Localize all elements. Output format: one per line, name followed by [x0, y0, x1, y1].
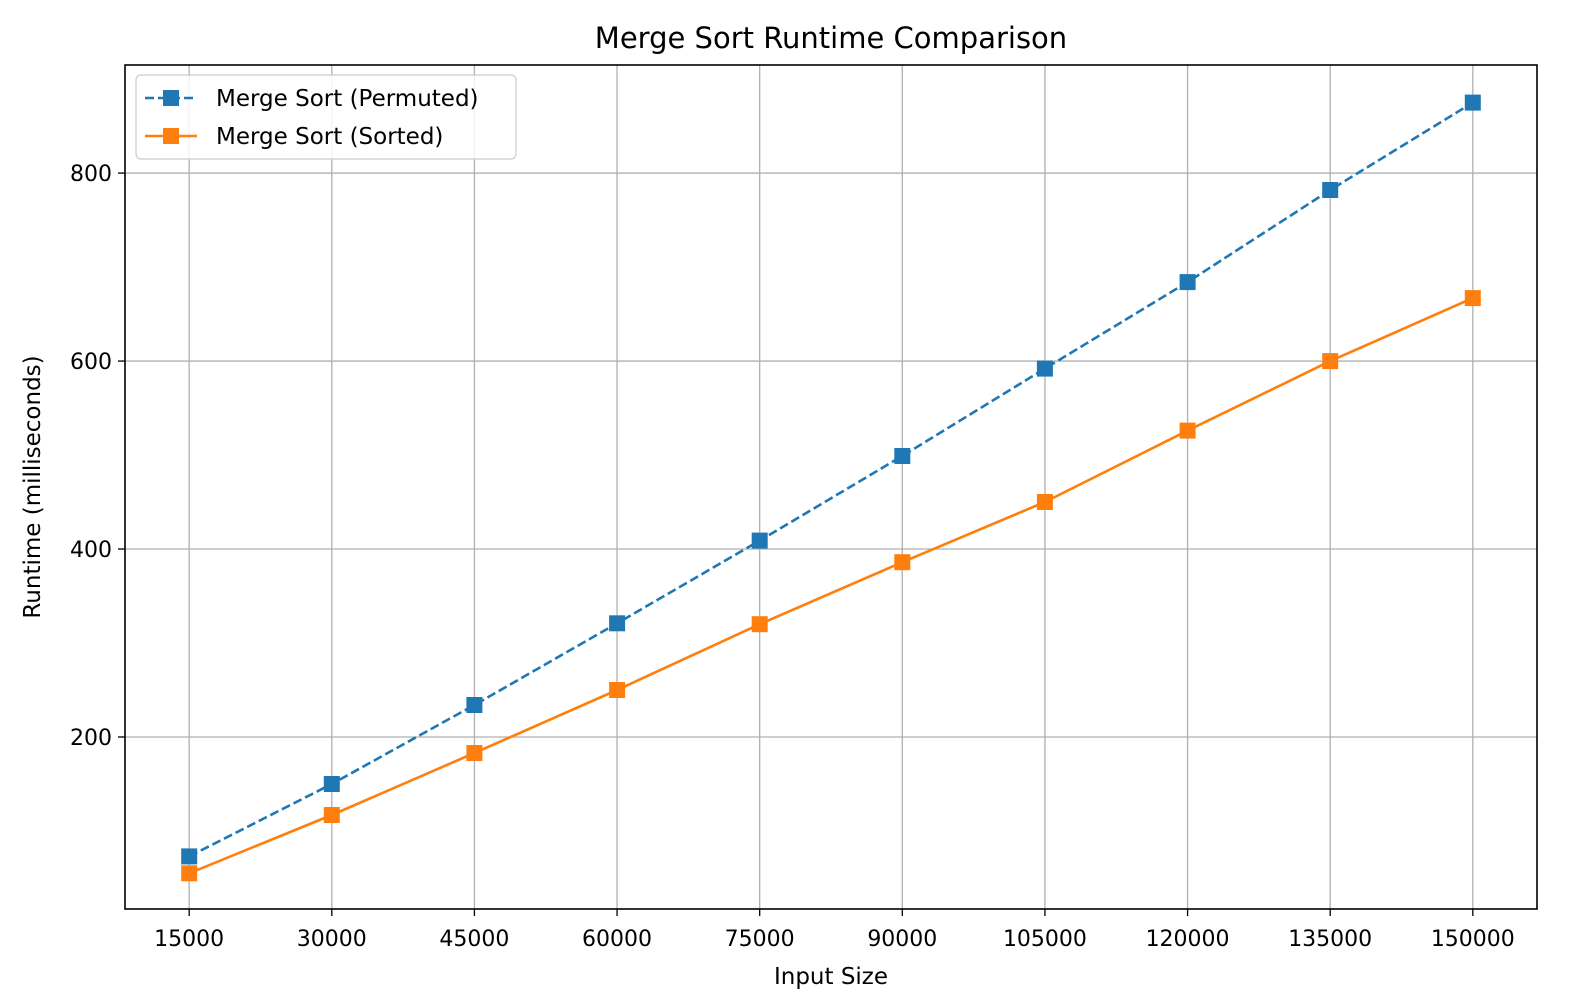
chart-title: Merge Sort Runtime Comparison	[595, 21, 1067, 55]
data-point-merge-sort-sorted	[466, 745, 483, 761]
x-tick-label: 60000	[582, 927, 652, 952]
data-point-merge-sort-permuted	[751, 532, 768, 549]
data-point-merge-sort-permuted	[894, 448, 911, 464]
data-point-merge-sort-sorted	[181, 865, 198, 882]
x-tick-label: 75000	[725, 927, 795, 952]
series-group	[181, 94, 1481, 882]
data-point-merge-sort-sorted	[751, 616, 768, 633]
x-tick-label: 135000	[1288, 927, 1372, 952]
y-tick-label: 800	[70, 162, 112, 187]
data-point-merge-sort-sorted	[1464, 290, 1481, 307]
data-point-merge-sort-permuted	[323, 776, 340, 792]
legend-box	[135, 74, 517, 160]
data-point-merge-sort-sorted	[894, 554, 911, 571]
series-line-merge-sort-sorted	[188, 296, 1474, 875]
x-axis-label: Input Size	[774, 964, 888, 990]
data-point-merge-sort-sorted	[1322, 353, 1339, 370]
data-point-merge-sort-permuted	[181, 848, 198, 865]
x-tick-label: 15000	[154, 927, 224, 952]
y-tick-label: 200	[70, 726, 112, 751]
data-point-merge-sort-permuted	[1464, 94, 1481, 111]
x-axis-ticks: 15000 30000 45000 60000 75000 90000 105000 1200…	[154, 909, 1515, 952]
x-tick-label: 120000	[1146, 927, 1230, 952]
data-point-merge-sort-sorted	[1179, 422, 1196, 439]
x-tick-label: 30000	[297, 927, 367, 952]
data-point-merge-sort-permuted	[1322, 182, 1339, 198]
data-point-merge-sort-permuted	[1036, 360, 1053, 377]
x-tick-label: 45000	[439, 927, 509, 952]
legend-swatch-sorted-marker	[163, 128, 179, 144]
data-point-merge-sort-permuted	[609, 615, 626, 632]
legend-label-permuted: Merge Sort (Permuted)	[216, 86, 479, 112]
data-point-merge-sort-sorted	[323, 807, 340, 823]
x-tick-label: 150000	[1431, 927, 1515, 952]
data-point-merge-sort-sorted	[1036, 494, 1053, 510]
plot-area-frame	[124, 64, 1538, 910]
data-point-merge-sort-sorted	[609, 682, 626, 698]
y-axis-ticks: 200 400 600 800	[70, 162, 125, 751]
y-axis-label: Runtime (milliseconds)	[20, 355, 46, 618]
legend-swatch-permuted-marker	[163, 90, 179, 106]
data-point-merge-sort-permuted	[1179, 274, 1196, 291]
legend: Merge Sort (Permuted) Merge Sort (Sorted…	[135, 74, 517, 160]
series-line-merge-sort-permuted	[188, 101, 1474, 858]
grid-lines	[125, 65, 1537, 909]
y-tick-label: 400	[70, 538, 112, 563]
y-tick-label: 600	[70, 350, 112, 375]
x-tick-label: 105000	[1003, 927, 1087, 952]
legend-label-sorted: Merge Sort (Sorted)	[216, 124, 443, 150]
x-tick-label: 90000	[867, 927, 937, 952]
data-point-merge-sort-permuted	[466, 697, 483, 713]
